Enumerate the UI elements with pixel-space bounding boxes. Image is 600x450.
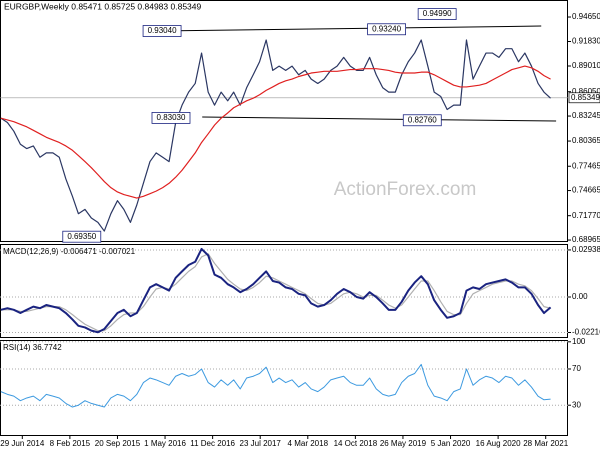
last-price-box [568, 92, 600, 104]
x-tick-label: 28 Mar 2021 [523, 439, 568, 448]
annotation-box [402, 114, 442, 127]
y-tick-label: 0.74665 [572, 186, 600, 195]
y-tick-label: 0.71770 [572, 211, 600, 220]
x-tick-label: 8 Feb 2015 [50, 439, 91, 448]
annotation-box [142, 25, 182, 37]
x-tick-label: 26 May 2019 [380, 439, 427, 448]
series-line [0, 363, 551, 408]
x-tick-label: 1 May 2016 [144, 439, 186, 448]
x-tick-label: 20 Sep 2015 [95, 439, 141, 448]
x-tick-label: 23 Jul 2017 [240, 439, 282, 448]
y-tick-label: 0.91830 [572, 37, 600, 46]
annotation-label: 0.82760 [408, 115, 437, 124]
y-tick-label: 0.89010 [572, 61, 600, 70]
annotation-box [367, 23, 406, 36]
x-tick-label: 4 Mar 2018 [288, 439, 329, 448]
x-tick-label: 29 Jun 2014 [0, 439, 45, 448]
watermark: ActionForex.com [334, 179, 477, 200]
y-tick-label: 0.86050 [572, 87, 600, 96]
annotation-box [151, 112, 191, 124]
y-tick-label: 0.80365 [572, 136, 600, 145]
y-tick-label: 0.83245 [572, 111, 600, 120]
annotation-label: 0.93040 [148, 26, 177, 35]
annotation-label: 0.93240 [372, 24, 401, 33]
series-line [0, 39, 551, 232]
panel-frame [0, 340, 568, 436]
chart-title: EURGBP,Weekly 0.85471 0.85725 0.84983 0.… [4, 1, 201, 11]
annotation-box [417, 8, 457, 20]
x-tick-label: 5 Jan 2020 [431, 439, 471, 448]
y-tick-label: 0.00 [572, 292, 588, 301]
x-tick-label: 14 Oct 2018 [334, 439, 378, 448]
panel-title: RSI(14) 36.7742 [3, 343, 62, 352]
x-tick-label: 16 Aug 2020 [476, 439, 521, 448]
annotation-label: 0.94990 [423, 9, 452, 18]
trendline [202, 116, 557, 122]
y-tick-label: -0.022161 [572, 328, 600, 337]
annotation-label: 0.83030 [157, 113, 186, 122]
series-line [0, 247, 552, 334]
y-tick-label: 0.029387 [572, 245, 600, 254]
panel-frame [0, 244, 568, 338]
series-line [0, 65, 551, 199]
annotation-label: 0.69350 [67, 232, 96, 241]
y-tick-label: 70 [572, 364, 581, 373]
y-tick-label: 0.94650 [572, 12, 600, 21]
panel-frame [0, 0, 568, 242]
y-tick-label: 0.68965 [572, 235, 600, 244]
x-tick-label: 11 Dec 2016 [190, 439, 235, 448]
y-tick-label: 100 [572, 337, 586, 346]
annotation-box [62, 230, 102, 243]
last-price-label: 0.85349 [571, 93, 600, 102]
y-tick-label: 30 [572, 400, 581, 409]
y-tick-label: 0.77465 [572, 161, 600, 170]
trendline [157, 25, 542, 32]
panel-title: MACD(12,26,9) -0.006471 -0.007021 [3, 247, 136, 256]
